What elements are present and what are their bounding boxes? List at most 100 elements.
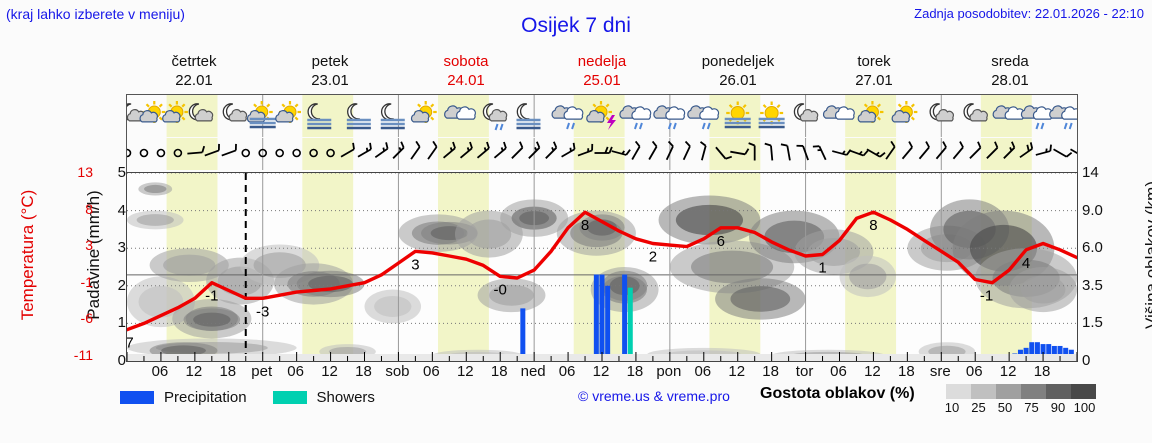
cloud-density-core xyxy=(466,219,512,249)
wind-barb-half xyxy=(382,147,386,152)
cloud-density-legend-title: Gostota oblakov (%) xyxy=(760,385,915,402)
wind-barb-full xyxy=(651,140,658,148)
moon-icon xyxy=(381,103,394,121)
wind-barb-full xyxy=(400,141,405,149)
temperature-value-label: -1 xyxy=(205,288,218,305)
moon-icon xyxy=(516,103,530,121)
day-name: nedelja xyxy=(577,53,627,70)
wind-barb-full xyxy=(667,140,674,147)
precipitation-tick: 4 xyxy=(117,201,126,219)
weather-icon-sun-fog xyxy=(758,101,785,129)
calm-wind-icon xyxy=(309,148,318,158)
day-name: petek xyxy=(311,53,349,70)
wind-shaft xyxy=(969,147,982,159)
sun-ray xyxy=(158,116,163,121)
density-tick-25: 25 xyxy=(971,400,986,415)
precipitation-tick: 1 xyxy=(117,314,126,332)
cloud-icon xyxy=(456,106,476,120)
wind-barb xyxy=(1035,144,1052,156)
wind-barb xyxy=(730,148,750,156)
wind-shaft xyxy=(221,149,237,157)
wind-barb xyxy=(340,142,355,158)
weather-icon-sun-cloud xyxy=(857,101,884,123)
wind-shaft xyxy=(770,145,774,161)
x-tick-12: 12 xyxy=(185,363,203,380)
sun-ray xyxy=(592,103,597,108)
wind-barb-full xyxy=(890,140,896,148)
calm-wind-icon xyxy=(275,148,284,158)
wind-barb xyxy=(374,142,389,159)
temperature-tick: -6 xyxy=(80,310,93,326)
wind-barb-full xyxy=(604,146,609,154)
day-date: 27.01 xyxy=(855,72,893,89)
wind-barb xyxy=(511,141,524,159)
weather-icon-cloud xyxy=(822,105,855,120)
cloud-density-core xyxy=(193,312,231,327)
rain-drop xyxy=(499,123,504,131)
wind-barb-full xyxy=(725,155,733,160)
precip-bar xyxy=(599,274,605,361)
weather-icon-cloud xyxy=(992,105,1025,120)
weather-icon-moon-cloud xyxy=(929,103,954,122)
weather-icon-moon-fog xyxy=(516,103,541,130)
weather-icon-cloud-rain xyxy=(551,105,584,130)
wind-barb xyxy=(665,140,674,161)
x-tick-18: 18 xyxy=(355,363,372,380)
calm-wind-icon xyxy=(127,148,132,158)
lightning-icon xyxy=(607,115,616,130)
wind-barb-full xyxy=(634,140,641,148)
temperature-tick: 13 xyxy=(77,164,93,180)
wind-barb-half xyxy=(483,147,487,152)
daylight-band-day3 xyxy=(573,173,625,361)
temperature-value-label: 1 xyxy=(818,259,826,276)
day-date: 24.01 xyxy=(447,72,485,89)
density-band-100 xyxy=(1071,384,1096,399)
cloud-density-core xyxy=(163,254,216,276)
sun-ray xyxy=(253,103,258,108)
wind-barb-full xyxy=(452,141,456,149)
x-tick-12: 12 xyxy=(864,363,881,380)
wind-shaft xyxy=(357,148,372,158)
wind-barb-full xyxy=(553,141,558,149)
weather-icon-sun-fog xyxy=(724,101,751,129)
wind-shaft xyxy=(1035,150,1051,156)
wind-barb-full xyxy=(201,145,206,153)
cloud-icon xyxy=(969,109,988,122)
sun-ray xyxy=(876,116,881,121)
wind-barb-full xyxy=(415,140,421,148)
wind-barb xyxy=(715,146,733,160)
wind-barb xyxy=(476,141,490,159)
cloud-icon xyxy=(563,106,584,120)
precip-bar xyxy=(605,285,611,361)
wind-barb xyxy=(594,146,613,154)
sun-ray xyxy=(417,103,422,108)
weather-icon-moon-cloud xyxy=(793,103,819,122)
precipitation-swatch xyxy=(120,390,154,404)
temperature-tick: 3 xyxy=(85,237,93,253)
x-tick-06: 06 xyxy=(151,363,169,380)
wind-barb xyxy=(173,148,183,158)
copyright-label: © vreme.us & vreme.pro xyxy=(578,388,730,404)
x-tick-tor: tor xyxy=(795,363,814,380)
wind-shaft xyxy=(577,149,593,157)
temperature-value-label: -7 xyxy=(127,335,134,352)
x-tick-06: 06 xyxy=(287,363,304,380)
wind-barb xyxy=(918,141,930,160)
wind-barb xyxy=(427,140,438,160)
wind-barb-full xyxy=(1049,144,1052,152)
wind-shaft xyxy=(786,145,791,161)
day-date: 23.01 xyxy=(311,72,349,89)
temperature-value-label: 4 xyxy=(1022,255,1030,272)
showers-swatch xyxy=(272,390,307,404)
wind-barb xyxy=(442,141,456,159)
weather-icon-moon-cloud xyxy=(222,103,248,122)
wind-shaft xyxy=(611,150,627,156)
precip-bar xyxy=(1029,342,1035,361)
x-tick-18: 18 xyxy=(1033,363,1051,380)
wind-barb-full xyxy=(608,146,613,154)
calm-wind-icon xyxy=(292,148,301,158)
precip-bar xyxy=(622,274,628,361)
wind-barb-half xyxy=(551,147,555,152)
day-name: četrtek xyxy=(171,53,217,70)
